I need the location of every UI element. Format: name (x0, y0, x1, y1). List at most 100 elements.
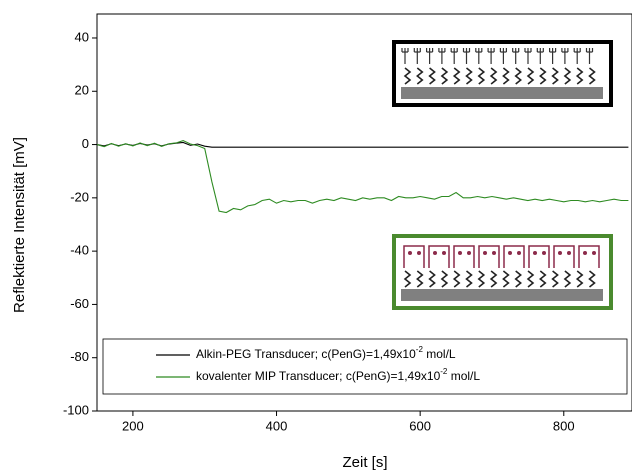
legend-label-part: -2 (416, 345, 424, 354)
y-tick-label: -60 (70, 296, 89, 311)
y-axis-label: Reflektierte Intensität [mV] (11, 137, 28, 313)
inset-cavity (578, 245, 600, 268)
inset-chain (477, 270, 486, 288)
legend-label: Alkin-PEG Transducer; c(PenG)=1,49x10-2 … (196, 345, 456, 361)
inset-site (533, 251, 537, 255)
inset-site (467, 251, 471, 255)
inset-comb (401, 48, 409, 64)
inset-comb (524, 48, 532, 64)
inset-site (408, 251, 412, 255)
inset-site (592, 251, 596, 255)
inset-comb (573, 48, 581, 64)
inset-cavity (403, 245, 425, 268)
inset-site (583, 251, 587, 255)
inset-chain (588, 270, 596, 288)
y-tick-label: -100 (63, 402, 89, 417)
y-tick-label: 40 (75, 29, 89, 44)
inset-site (433, 251, 437, 255)
legend-label-part: mol/L (447, 369, 480, 383)
inset-chain (502, 270, 510, 288)
inset-comb (426, 48, 434, 64)
plot-frame (96, 13, 632, 412)
inset-comb (585, 48, 594, 64)
inset-chain (526, 270, 535, 288)
inset-chain (403, 270, 412, 288)
inset-cavity (503, 245, 525, 268)
legend-box (102, 338, 628, 395)
x-tick-label: 400 (266, 418, 288, 433)
inset-comb (475, 48, 483, 64)
inset-substrate (401, 289, 603, 301)
inset-comb (536, 48, 544, 64)
insets (392, 40, 613, 310)
inset-chain (403, 67, 412, 85)
series-line (96, 141, 629, 148)
inset-site (567, 251, 571, 255)
inset-chain (539, 270, 547, 288)
inset-chain (539, 67, 547, 85)
series-line (96, 139, 629, 214)
inset-site (483, 251, 487, 255)
legend-label-part: kovalenter MIP Transducer; c(PenG)=1,49x… (196, 369, 441, 383)
inset-chain (551, 270, 559, 288)
y-tick-label: 20 (75, 83, 89, 98)
inset-site (458, 251, 462, 255)
inset-site (517, 251, 521, 255)
y-tick-label: 0 (82, 136, 89, 151)
inset-comb (438, 48, 446, 64)
inset-chain (428, 67, 436, 85)
x-tick-label: 600 (409, 418, 431, 433)
inset-comb (561, 48, 569, 64)
inset-site (442, 251, 446, 255)
inset-substrate (401, 87, 603, 99)
x-tick-label: 200 (122, 418, 144, 433)
x-axis-label: Zeit [s] (342, 454, 387, 471)
inset-chain (551, 67, 559, 85)
inset-chain (489, 67, 498, 85)
inset-chain (563, 67, 572, 85)
inset-cavity (528, 245, 550, 268)
y-tick-label: -20 (70, 189, 89, 204)
y-tick-label: -40 (70, 243, 89, 258)
y-tick-label: -80 (70, 349, 89, 364)
inset-comb (549, 48, 557, 64)
inset-chain (440, 67, 449, 85)
inset-cavity (453, 245, 475, 268)
inset-chain (416, 270, 424, 288)
inset-site (417, 251, 421, 255)
legend-label: kovalenter MIP Transducer; c(PenG)=1,49x… (196, 367, 480, 383)
inset-chain (575, 270, 584, 288)
inset-comb (413, 48, 421, 64)
x-tick-label: 800 (553, 418, 575, 433)
inset-comb (462, 48, 471, 64)
inset-chain (575, 67, 584, 85)
inset-chain (465, 67, 473, 85)
inset-site (558, 251, 562, 255)
inset-chain (514, 67, 522, 85)
inset-chain (588, 67, 596, 85)
inset-chain (452, 67, 461, 85)
inset-chain (477, 67, 486, 85)
inset-chain (428, 270, 436, 288)
inset-cavity (478, 245, 500, 268)
inset-comb (487, 48, 495, 64)
inset-cavity (553, 245, 575, 268)
inset-chain (563, 270, 572, 288)
inset-comb (512, 48, 520, 64)
inset-comb (450, 48, 458, 64)
legend-label-part: Alkin-PEG Transducer; c(PenG)=1,49x10 (196, 347, 416, 361)
inset-chain (465, 270, 473, 288)
inset-chain (489, 270, 498, 288)
inset-chain (440, 270, 449, 288)
inset-chain (416, 67, 424, 85)
inset-site (542, 251, 546, 255)
inset-cavity (428, 245, 450, 268)
inset-chain (526, 67, 535, 85)
inset-comb (499, 48, 507, 64)
legend-label-part: mol/L (423, 347, 456, 361)
inset-site (492, 251, 496, 255)
legend-label-part: -2 (440, 367, 448, 376)
inset-chain (452, 270, 461, 288)
